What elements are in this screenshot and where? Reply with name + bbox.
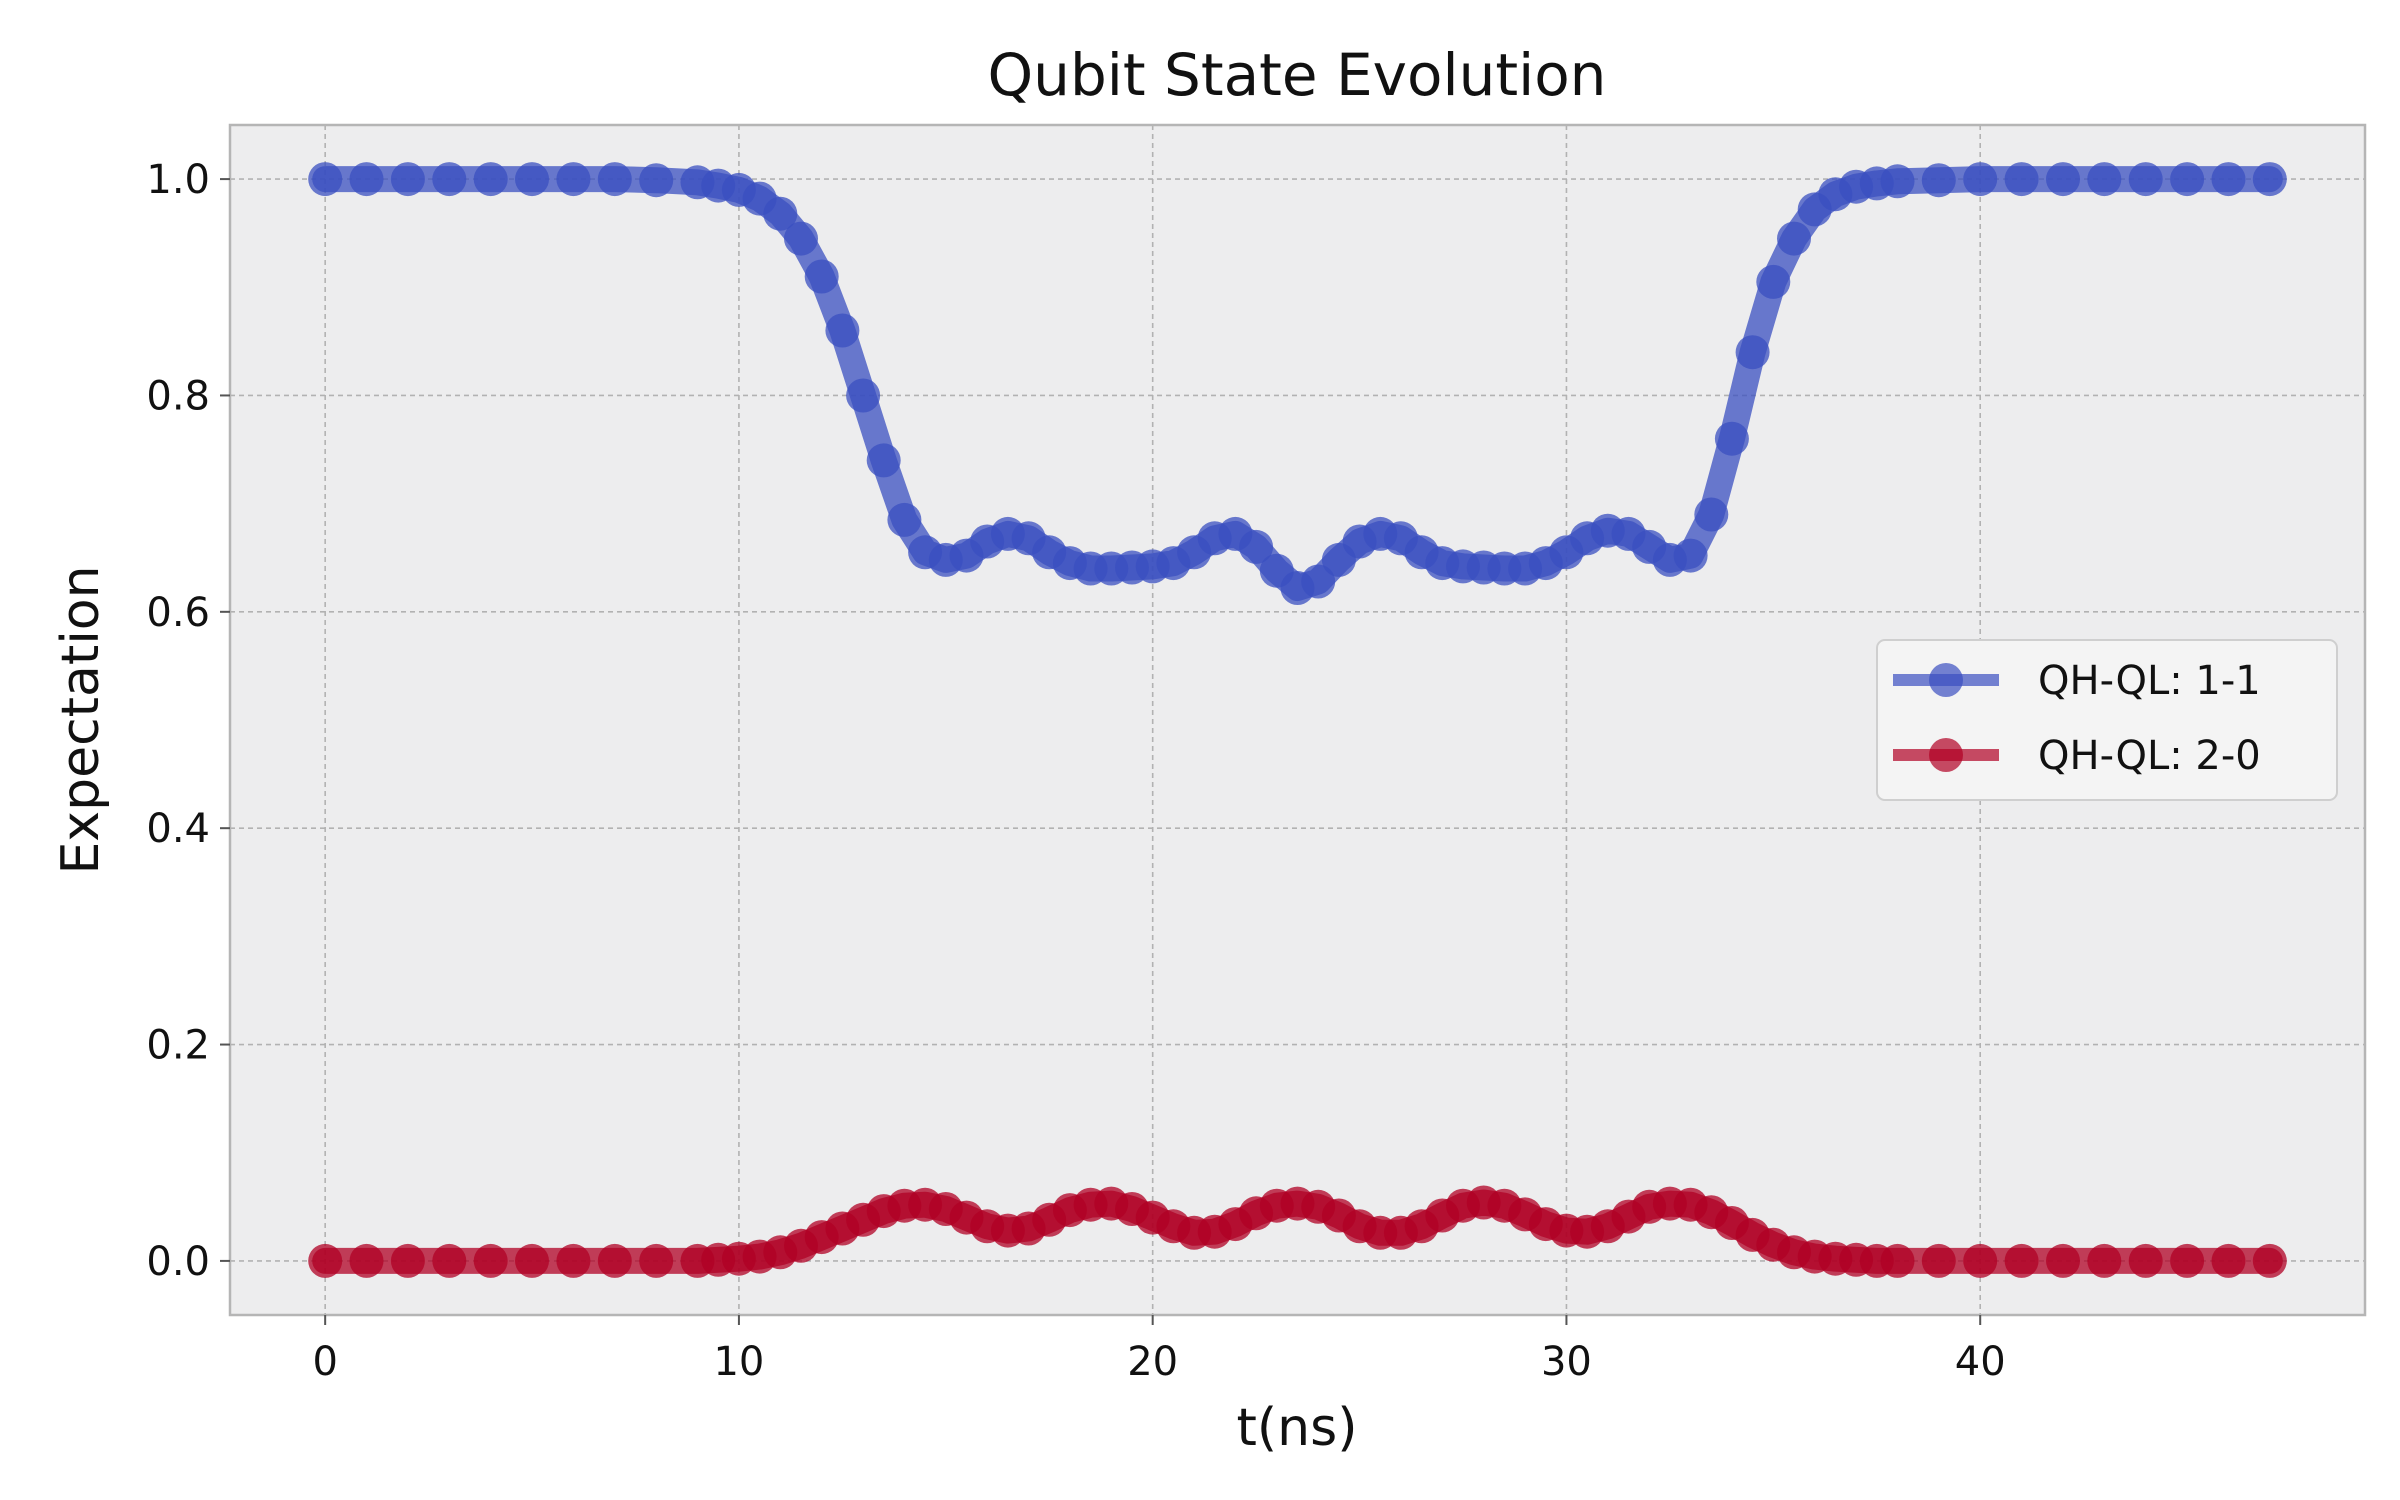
data-point (1239, 529, 1274, 564)
y-tick-label: 0.8 (146, 373, 210, 419)
data-point (2004, 162, 2039, 197)
legend-marker-2 (1929, 738, 1963, 772)
x-tick-label: 40 (1955, 1339, 2006, 1385)
legend-marker-1 (1929, 663, 1963, 697)
legend: QH-QL: 1-1 QH-QL: 2-0 (1876, 639, 2338, 801)
data-point (432, 162, 467, 197)
data-point (1921, 163, 1956, 198)
data-point (2087, 1243, 2122, 1278)
data-point (1880, 164, 1915, 199)
data-point (1777, 221, 1811, 256)
data-point (1301, 564, 1336, 599)
data-point (639, 1243, 674, 1278)
data-point (432, 1243, 467, 1278)
data-point (308, 1243, 343, 1278)
data-point (473, 1243, 508, 1278)
y-tick-label: 1.0 (146, 157, 210, 203)
data-point (866, 443, 901, 478)
data-point (2170, 1243, 2205, 1278)
data-point (639, 163, 674, 198)
data-point (473, 162, 508, 197)
data-point (349, 162, 384, 197)
data-point (1714, 421, 1749, 456)
data-point (556, 1243, 591, 1278)
data-point (2170, 162, 2205, 197)
tick-labels: 0 10 20 30 40 0.0 0.2 0.4 0.6 0.8 1.0 (146, 157, 2005, 1385)
chart-title: Qubit State Evolution (988, 41, 1607, 109)
data-point (2211, 1243, 2246, 1278)
series-2 (308, 1185, 2287, 1278)
data-point (2252, 1243, 2287, 1278)
y-tick-label: 0.6 (146, 590, 210, 636)
legend-label-1: QH-QL: 1-1 (2038, 658, 2261, 704)
data-point (763, 196, 798, 231)
data-point (2046, 1243, 2080, 1278)
y-tick-label: 0.4 (146, 806, 210, 852)
legend-label-2: QH-QL: 2-0 (2038, 733, 2261, 779)
data-point (2046, 162, 2080, 197)
y-tick-label: 0.2 (146, 1023, 210, 1069)
y-tick-label: 0.0 (146, 1239, 210, 1285)
data-point (515, 162, 549, 197)
data-point (2004, 1243, 2039, 1278)
data-point (1880, 1243, 1915, 1278)
data-point (825, 313, 860, 348)
data-point (1921, 1243, 1956, 1278)
data-point (1735, 335, 1770, 370)
series-1 (308, 162, 2287, 605)
data-point (556, 162, 591, 197)
data-point (2211, 162, 2246, 197)
data-point (597, 162, 632, 197)
x-tick-label: 0 (312, 1339, 337, 1385)
data-point (887, 502, 922, 537)
data-point (1694, 497, 1729, 532)
plot-frame (228, 123, 2367, 1317)
data-point (308, 162, 343, 197)
x-tick-label: 10 (713, 1339, 764, 1385)
data-point (804, 259, 839, 294)
data-point (597, 1243, 632, 1278)
data-point (390, 1243, 425, 1278)
data-point (2252, 162, 2287, 197)
data-point (2128, 162, 2163, 197)
data-point (1963, 162, 1998, 197)
data-point (2087, 162, 2122, 197)
x-tick-label: 30 (1541, 1339, 1592, 1385)
x-axis-label: t(ns) (1236, 1398, 1357, 1458)
data-point (349, 1243, 384, 1278)
data-point (846, 378, 881, 413)
data-point (390, 162, 425, 197)
data-point (784, 221, 818, 256)
data-point (1673, 538, 1708, 573)
series-layer (308, 162, 2287, 1278)
data-point (515, 1243, 549, 1278)
y-axis-label: Expectation (51, 565, 111, 874)
ticks (220, 178, 1982, 1325)
x-tick-label: 20 (1127, 1339, 1178, 1385)
data-point (2128, 1243, 2163, 1278)
data-point (1963, 1243, 1998, 1278)
data-point (1756, 264, 1791, 299)
